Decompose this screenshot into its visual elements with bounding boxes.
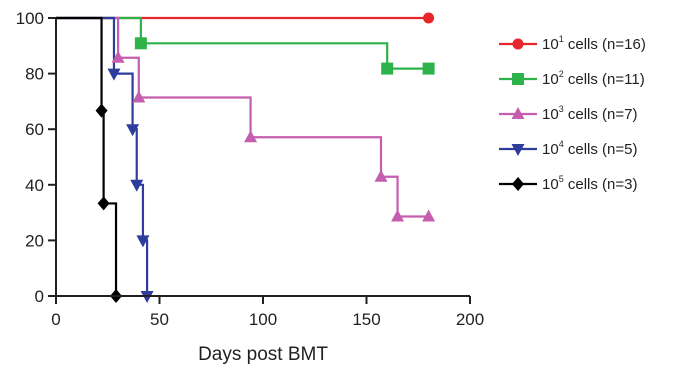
- legend-label-suffix: cells (n=11): [564, 71, 645, 88]
- x-tick-label: 0: [51, 310, 60, 329]
- legend-label-base: 10: [542, 71, 559, 88]
- series-markers: [95, 12, 436, 303]
- legend-label-exponent: 5: [559, 174, 564, 184]
- data-point-series-3: [136, 235, 150, 248]
- data-point-series-1: [134, 37, 147, 50]
- legend-label-base: 10: [542, 176, 559, 193]
- x-axis-ticks: 0 50 100 150 200: [51, 296, 484, 329]
- axes: 0 20 40 60 80 100 0 50 100 150 200: [16, 9, 485, 329]
- y-tick-label: 20: [25, 231, 44, 250]
- y-tick-label: 0: [35, 287, 44, 306]
- series-line-4: [56, 16, 118, 296]
- series-line-1: [56, 16, 429, 70]
- legend-label-base: 10: [542, 106, 559, 123]
- legend-label-suffix: cells (n=16): [564, 36, 646, 53]
- data-point-series-2: [244, 130, 258, 143]
- legend-label: 103 cells (n=7): [542, 104, 637, 123]
- legend-label-exponent: 1: [559, 34, 564, 44]
- legend-item: 105 cells (n=3): [499, 174, 637, 193]
- y-tick-label: 40: [25, 176, 44, 195]
- legend-label: 104 cells (n=5): [542, 139, 637, 158]
- legend-item: 103 cells (n=7): [499, 104, 637, 123]
- legend-marker: [512, 73, 524, 85]
- legend-label-suffix: cells (n=3): [564, 176, 638, 193]
- legend-label-suffix: cells (n=7): [564, 106, 638, 123]
- data-point-series-2: [422, 209, 436, 222]
- series-lines: [56, 16, 429, 296]
- x-tick-label: 50: [150, 310, 169, 329]
- legend-label-suffix: cells (n=5): [564, 141, 638, 158]
- data-point-series-2: [374, 169, 388, 182]
- legend-label: 102 cells (n=11): [542, 69, 645, 88]
- legend-marker: [512, 38, 524, 50]
- data-point-series-3: [126, 124, 140, 137]
- legend-marker: [511, 144, 525, 156]
- legend-label-exponent: 2: [559, 69, 564, 79]
- legend-label-exponent: 4: [559, 139, 564, 149]
- data-point-series-2: [391, 209, 405, 222]
- legend-label-base: 10: [542, 36, 559, 53]
- data-point-series-3: [107, 68, 121, 81]
- data-point-series-0: [423, 12, 435, 24]
- y-axis-ticks: 0 20 40 60 80 100: [16, 9, 56, 306]
- x-tick-label: 150: [352, 310, 380, 329]
- data-point-series-3: [130, 179, 144, 192]
- legend-label: 105 cells (n=3): [542, 174, 637, 193]
- x-axis-title: Days post BMT: [198, 344, 328, 365]
- y-tick-label: 60: [25, 120, 44, 139]
- legend-marker: [511, 107, 525, 119]
- y-tick-label: 80: [25, 65, 44, 84]
- legend-item: 101 cells (n=16): [499, 34, 646, 53]
- legend: 101 cells (n=16)102 cells (n=11)103 cell…: [499, 34, 646, 193]
- legend-marker: [512, 177, 524, 191]
- legend-label: 101 cells (n=16): [542, 34, 646, 53]
- data-point-series-2: [132, 90, 146, 103]
- legend-item: 102 cells (n=11): [499, 69, 645, 88]
- legend-item: 104 cells (n=5): [499, 139, 637, 158]
- legend-label-base: 10: [542, 141, 559, 158]
- legend-label-exponent: 3: [559, 104, 564, 114]
- y-tick-label: 100: [16, 9, 44, 28]
- series-line-2: [56, 16, 429, 218]
- data-point-series-4: [97, 196, 110, 211]
- data-point-series-1: [381, 62, 394, 75]
- data-point-series-2: [111, 50, 125, 63]
- x-tick-label: 100: [249, 310, 277, 329]
- x-tick-label: 200: [456, 310, 484, 329]
- data-point-series-1: [422, 62, 435, 75]
- data-point-series-4: [95, 103, 108, 118]
